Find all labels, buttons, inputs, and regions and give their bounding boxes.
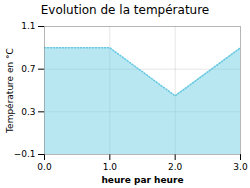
svg-text:3.0: 3.0 (233, 162, 248, 172)
svg-text:2.0: 2.0 (168, 162, 183, 172)
svg-text:heure par heure: heure par heure (101, 175, 183, 185)
svg-text:0.7: 0.7 (21, 64, 35, 74)
svg-text:Température en °C: Température en °C (5, 48, 15, 134)
html-text:Evolution de la température: Evolution de la température (40, 3, 210, 17)
svg-text:1.0: 1.0 (103, 162, 118, 172)
svg-text:0.0: 0.0 (37, 162, 52, 172)
svg-text:−0.1: −0.1 (14, 149, 36, 159)
svg-text:1.1: 1.1 (21, 21, 35, 31)
svg-text:0.3: 0.3 (21, 107, 35, 117)
